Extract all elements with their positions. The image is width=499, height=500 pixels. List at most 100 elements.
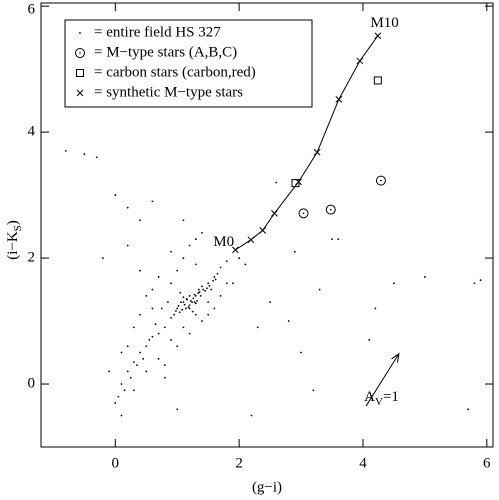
point-dot	[145, 370, 148, 373]
point-dot	[194, 313, 197, 316]
plot-frame	[40, 2, 494, 448]
point-dot	[368, 339, 371, 341]
point-dot	[182, 326, 185, 329]
point-dot	[176, 408, 179, 411]
point-cross	[247, 236, 255, 244]
point-dot	[374, 307, 377, 310]
legend-symbol	[76, 89, 84, 97]
point-dot	[132, 361, 135, 363]
point-dot	[207, 301, 210, 304]
point-dot	[467, 408, 470, 411]
point-dot	[201, 231, 203, 234]
x-tick-label: 4	[359, 455, 367, 471]
point-dot	[244, 263, 247, 266]
point-dot	[182, 301, 185, 304]
point-dot	[175, 310, 177, 312]
point-dot	[139, 313, 141, 316]
y-axis-label: (i−KS)	[5, 220, 23, 260]
point-circle	[375, 175, 386, 186]
point-dot	[126, 206, 129, 209]
point-dot	[181, 308, 184, 311]
point-dot	[136, 364, 138, 367]
point-dot	[163, 364, 166, 367]
point-dot	[151, 307, 154, 310]
point-dot	[225, 260, 228, 263]
annotation: M0	[213, 234, 234, 250]
point-dot	[188, 307, 191, 310]
point-dot	[132, 326, 135, 329]
point-dot	[201, 320, 203, 322]
point-dot	[182, 219, 185, 222]
point-dot	[208, 284, 211, 287]
point-dot	[142, 357, 145, 360]
point-dot	[163, 376, 166, 379]
point-dot	[194, 238, 197, 241]
point-dot	[114, 194, 117, 196]
point-circle-ring	[325, 204, 336, 215]
point-dot	[213, 276, 216, 278]
point-dot	[194, 294, 197, 297]
point-cross	[259, 226, 267, 234]
legend-symbol	[76, 69, 84, 77]
y-axis-label-close: )	[5, 220, 21, 225]
arrow-label: AV=1	[364, 389, 399, 407]
point-dot	[423, 276, 426, 278]
point-dot	[275, 181, 278, 184]
point-dot	[191, 301, 193, 304]
x-tick-label: 2	[235, 455, 243, 471]
point-dot	[173, 313, 176, 316]
arrow-label-sub: V	[375, 395, 383, 407]
point-dot	[213, 307, 216, 310]
point-dot	[201, 285, 203, 288]
point-dot	[206, 287, 208, 290]
point-dot	[393, 282, 395, 285]
point-dot	[207, 282, 210, 285]
legend-symbol	[79, 32, 81, 34]
point-dot	[176, 269, 179, 272]
point-dot	[473, 282, 476, 285]
point-dot	[160, 307, 163, 310]
point-dot	[197, 288, 200, 291]
point-dot	[188, 332, 191, 335]
reddening-arrow	[365, 352, 400, 407]
x-tick-label: 6	[483, 455, 491, 471]
annotation: M10	[370, 15, 398, 31]
point-dot	[210, 288, 213, 291]
point-dot	[117, 395, 120, 398]
point-dot	[337, 238, 340, 241]
legend-label: = M−type stars (A,B,C)	[94, 44, 237, 60]
point-cross	[232, 246, 239, 254]
y-axis-label-main: (i−K	[5, 231, 21, 260]
point-dot	[64, 150, 67, 152]
legend-symbol-ring	[75, 48, 85, 58]
point-dot	[318, 288, 321, 291]
point-dot	[187, 306, 190, 309]
point-cross	[313, 148, 321, 156]
y-tick-label: 4	[28, 124, 36, 140]
point-dot	[145, 294, 148, 297]
x-tick-label: 0	[112, 455, 120, 471]
point-dot	[184, 307, 187, 310]
point-dot	[148, 339, 151, 341]
legend-label: = synthetic M−type stars	[94, 84, 243, 100]
point-dot	[194, 263, 197, 266]
point-cross	[374, 32, 382, 40]
point-dot	[331, 238, 333, 241]
point-circle-center	[302, 212, 305, 215]
point-dot	[183, 303, 186, 306]
point-dot	[170, 250, 172, 253]
point-dot	[154, 323, 157, 326]
point-dot	[300, 351, 302, 354]
point-dot	[182, 257, 185, 259]
legend-symbol	[75, 48, 85, 58]
point-dot	[120, 414, 123, 417]
point-dot	[219, 294, 222, 297]
point-circle-center	[329, 208, 332, 211]
point-dot	[207, 313, 210, 316]
point-dot	[204, 289, 206, 292]
point-circle-ring	[298, 208, 309, 219]
point-dot	[198, 291, 201, 293]
point-dot	[287, 320, 290, 322]
point-dot	[199, 294, 202, 297]
